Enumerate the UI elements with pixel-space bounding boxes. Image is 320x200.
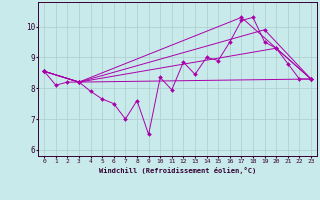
X-axis label: Windchill (Refroidissement éolien,°C): Windchill (Refroidissement éolien,°C): [99, 167, 256, 174]
